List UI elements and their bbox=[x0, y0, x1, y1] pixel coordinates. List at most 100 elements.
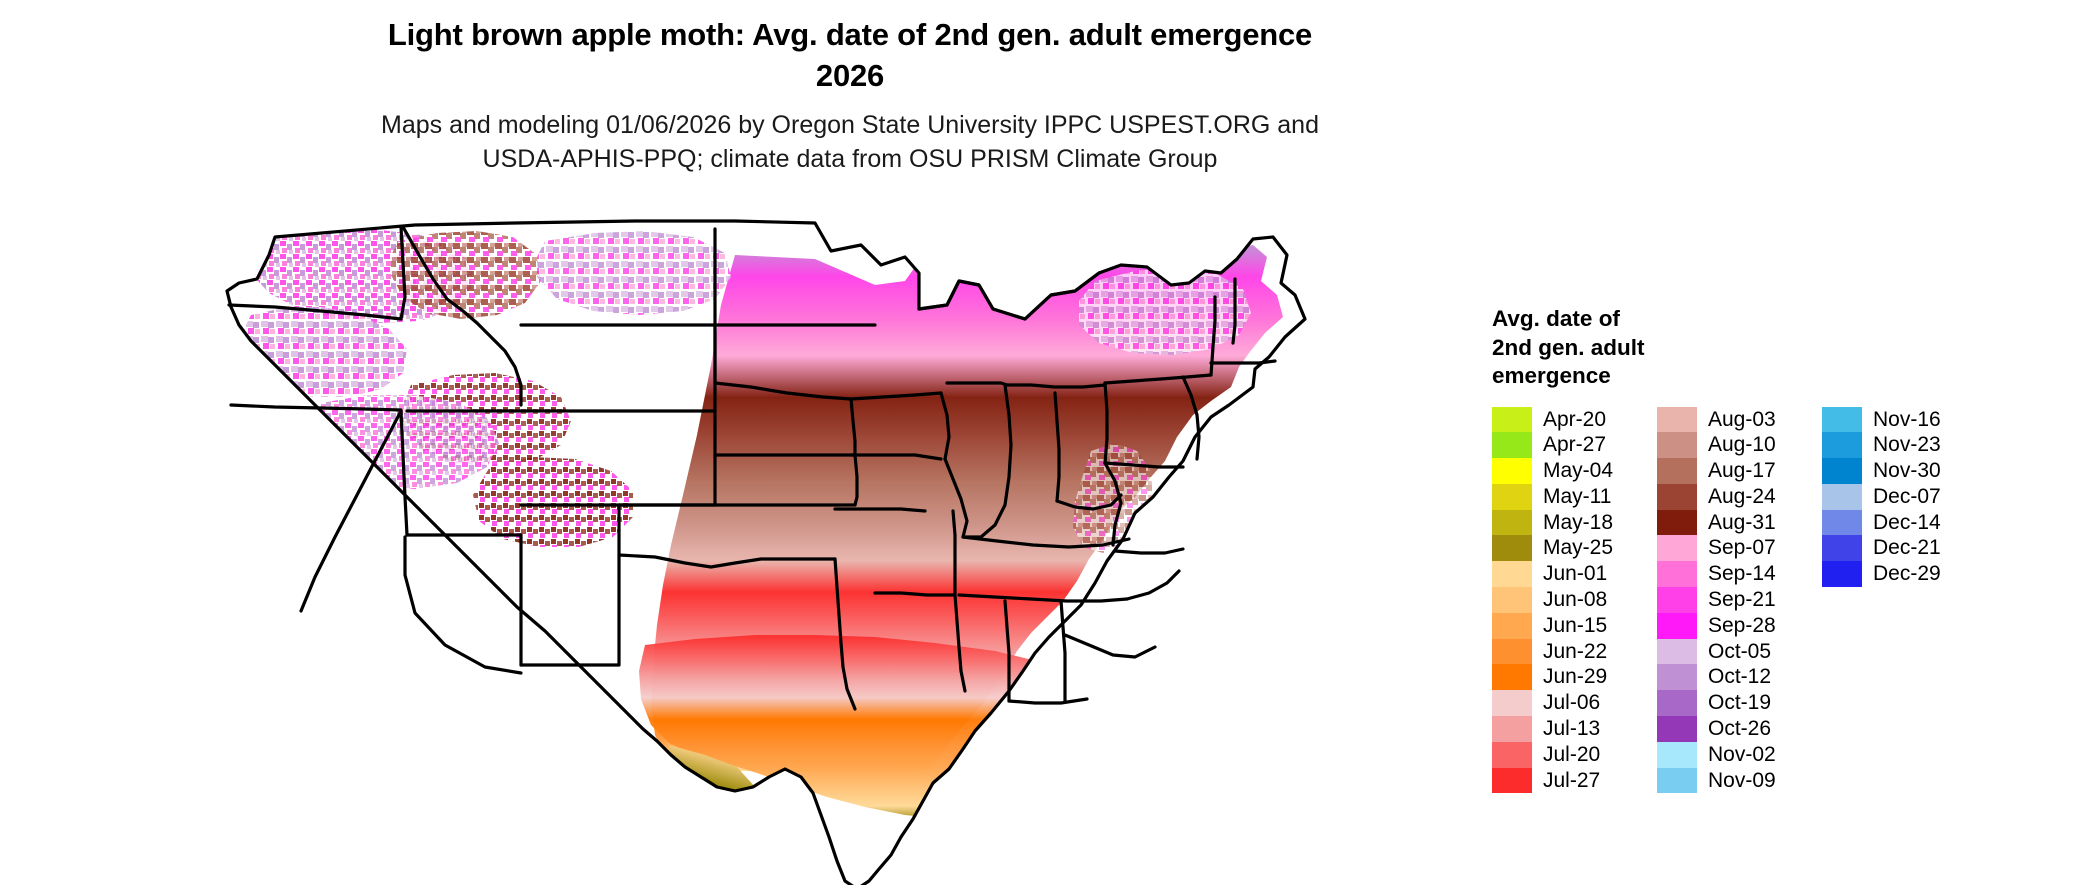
state-border-mo-il bbox=[943, 457, 969, 539]
legend-label: Apr-20 bbox=[1543, 407, 1607, 431]
legend-swatch bbox=[1657, 767, 1697, 794]
legend-label: Aug-03 bbox=[1708, 407, 1776, 431]
title-line-2: 2026 bbox=[815, 58, 885, 93]
state-border-in-oh bbox=[1053, 391, 1061, 503]
legend-item: Jul-06 bbox=[1492, 690, 1647, 717]
state-border-ne-ia bbox=[849, 397, 857, 457]
legend-swatch bbox=[1492, 432, 1532, 459]
legend-item: Dec-29 bbox=[1822, 561, 1977, 588]
legend-label: May-18 bbox=[1543, 510, 1614, 534]
state-border-mo-ar bbox=[833, 507, 927, 513]
legend-swatch bbox=[1492, 509, 1532, 536]
legend-title: Avg. date of 2nd gen. adult emergence bbox=[1492, 305, 1722, 391]
legend-swatch bbox=[1657, 587, 1697, 613]
legend-label: Jun-08 bbox=[1543, 588, 1608, 612]
legend-column-1: Apr-20 Apr-27 May-04 May-11 May-18 May-25 Jun-… bbox=[1492, 406, 1647, 794]
legend-label: Oct-05 bbox=[1708, 639, 1772, 663]
legend-label: Jun-29 bbox=[1543, 665, 1608, 689]
legend-label: Aug-10 bbox=[1708, 433, 1776, 457]
legend-item: Nov-09 bbox=[1657, 767, 1812, 794]
state-border-fl-north bbox=[1007, 697, 1089, 705]
state-border-ms-al bbox=[1003, 599, 1011, 703]
region-northeast bbox=[1079, 267, 1251, 355]
legend-swatch bbox=[1657, 690, 1697, 717]
state-border-nj-pa bbox=[1181, 375, 1201, 461]
legend-swatch bbox=[1657, 458, 1697, 484]
legend-item: Jul-13 bbox=[1492, 716, 1647, 742]
state-border-pa-ny bbox=[1103, 373, 1213, 385]
legend-label: Nov-30 bbox=[1873, 459, 1941, 483]
legend-title-line-2: 2nd gen. adult bbox=[1492, 334, 1645, 360]
legend-swatch bbox=[1492, 638, 1532, 665]
legend-item: Dec-07 bbox=[1822, 483, 1977, 510]
state-border-ar-la bbox=[873, 591, 955, 597]
legend-item: Jun-08 bbox=[1492, 587, 1647, 613]
state-border-ia-mo bbox=[849, 453, 943, 461]
legend-label: Jul-06 bbox=[1543, 691, 1601, 715]
state-border-nc-sc bbox=[1125, 569, 1181, 601]
legend-label: Nov-23 bbox=[1873, 433, 1941, 457]
legend-swatch bbox=[1492, 535, 1532, 562]
legend-swatch bbox=[1822, 561, 1862, 588]
state-border-mn-ia bbox=[849, 391, 943, 401]
legend-swatch bbox=[1492, 690, 1532, 717]
legend-label: Sep-14 bbox=[1708, 562, 1776, 586]
legend-title-line-3: emergence bbox=[1492, 363, 1611, 388]
state-border-id-mt bbox=[401, 225, 523, 407]
legend-item: Oct-12 bbox=[1657, 664, 1812, 691]
legend-column-2: Aug-03 Aug-10 Aug-17 Aug-24 Aug-31 Sep-07 Sep-… bbox=[1657, 406, 1812, 794]
legend-item: Jun-22 bbox=[1492, 638, 1647, 665]
legend-item: Aug-31 bbox=[1657, 509, 1812, 536]
subtitle-line-2: USDA-APHIS-PPQ; climate data from OSU PR… bbox=[482, 145, 1218, 173]
legend-item: Dec-14 bbox=[1822, 509, 1977, 536]
state-border-va-nc bbox=[1113, 547, 1185, 555]
legend-item: May-04 bbox=[1492, 458, 1647, 484]
legend-swatch bbox=[1657, 638, 1697, 665]
legend-label: Apr-27 bbox=[1543, 433, 1607, 457]
legend-swatch bbox=[1492, 612, 1532, 639]
legend-item: Oct-19 bbox=[1657, 690, 1812, 717]
legend-item: May-11 bbox=[1492, 483, 1647, 510]
legend-swatch bbox=[1657, 664, 1697, 691]
legend-swatch bbox=[1492, 587, 1532, 613]
legend-item: Aug-03 bbox=[1657, 406, 1812, 433]
legend-label: Oct-12 bbox=[1708, 665, 1772, 689]
state-border-ia-il bbox=[939, 391, 951, 461]
state-border-nm-tx bbox=[519, 503, 621, 667]
legend-label: Jul-13 bbox=[1543, 717, 1601, 741]
legend-item: May-18 bbox=[1492, 509, 1647, 536]
legend-item: Nov-16 bbox=[1822, 406, 1977, 433]
legend-swatch bbox=[1822, 509, 1862, 536]
legend-item: Sep-21 bbox=[1657, 587, 1812, 613]
legend-item: Apr-27 bbox=[1492, 432, 1647, 459]
legend-item: Nov-02 bbox=[1657, 741, 1812, 768]
legend-label: May-25 bbox=[1543, 536, 1614, 560]
us-choropleth-map bbox=[215, 215, 1500, 885]
state-border-or-ca bbox=[229, 403, 403, 412]
state-border-al-ga bbox=[1059, 599, 1067, 703]
state-border-ar-ms bbox=[951, 509, 957, 597]
legend-label: Nov-09 bbox=[1708, 768, 1776, 792]
map-outside-mask bbox=[215, 215, 1500, 885]
map-boundaries bbox=[225, 219, 1307, 885]
legend-label: May-04 bbox=[1543, 459, 1614, 483]
legend-swatch bbox=[1657, 741, 1697, 768]
state-border-ma-ct bbox=[1209, 359, 1277, 365]
legend-label: Aug-17 bbox=[1708, 459, 1776, 483]
legend-label: Nov-16 bbox=[1873, 407, 1941, 431]
legend-item: Jul-27 bbox=[1492, 767, 1647, 794]
legend-label: Jul-27 bbox=[1543, 768, 1601, 792]
state-border-ca-nv bbox=[299, 409, 403, 613]
legend-item: Nov-30 bbox=[1822, 458, 1977, 484]
legend-label: Nov-02 bbox=[1708, 742, 1776, 766]
legend-label: Dec-14 bbox=[1873, 510, 1941, 534]
legend-label: Jun-15 bbox=[1543, 613, 1608, 637]
state-border-wa-or bbox=[227, 303, 403, 321]
legend-item: Oct-26 bbox=[1657, 716, 1812, 742]
legend-swatch bbox=[1822, 432, 1862, 459]
state-border-nv-ut bbox=[399, 409, 409, 537]
legend-label: Sep-21 bbox=[1708, 588, 1776, 612]
legend-item: Nov-23 bbox=[1822, 432, 1977, 459]
legend-swatch bbox=[1657, 535, 1697, 562]
